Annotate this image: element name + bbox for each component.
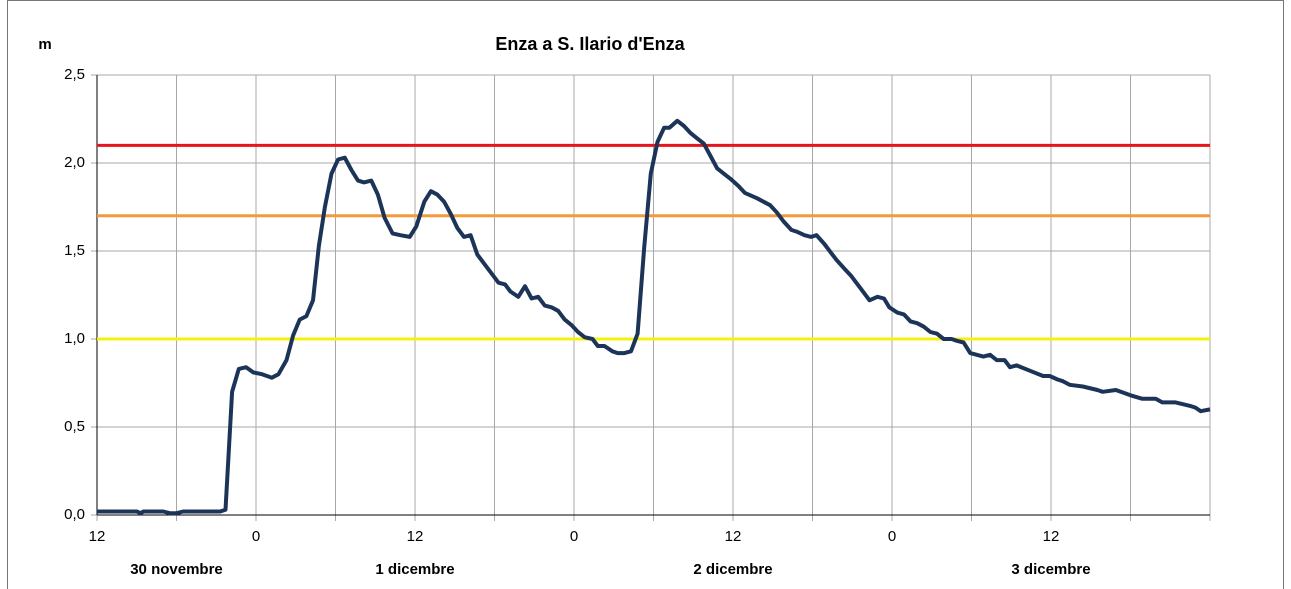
x-tick-label: 12 xyxy=(89,528,106,545)
x-tick-label: 12 xyxy=(725,528,742,545)
day-label: 2 dicembre xyxy=(693,561,772,578)
data-line xyxy=(97,118,1211,516)
y-axis-label: m xyxy=(38,36,51,53)
x-tick-label: 0 xyxy=(252,528,260,545)
day-label: 1 dicembre xyxy=(375,561,454,578)
x-tick-label: 12 xyxy=(407,528,424,545)
day-label: 30 novembre xyxy=(130,561,223,578)
y-tick-label: 0,0 xyxy=(64,506,85,523)
chart-frame xyxy=(7,0,1284,589)
x-tick-label: 12 xyxy=(1043,528,1060,545)
y-tick-label: 1,0 xyxy=(64,330,85,347)
x-tick-label: 0 xyxy=(888,528,896,545)
y-tick-label: 2,5 xyxy=(64,66,85,83)
y-tick-label: 0,5 xyxy=(64,418,85,435)
day-label: 3 dicembre xyxy=(1011,561,1090,578)
y-tick-label: 1,5 xyxy=(64,242,85,259)
x-tick-label: 0 xyxy=(570,528,578,545)
chart-title: Enza a S. Ilario d'Enza xyxy=(495,34,685,54)
y-tick-label: 2,0 xyxy=(64,154,85,171)
